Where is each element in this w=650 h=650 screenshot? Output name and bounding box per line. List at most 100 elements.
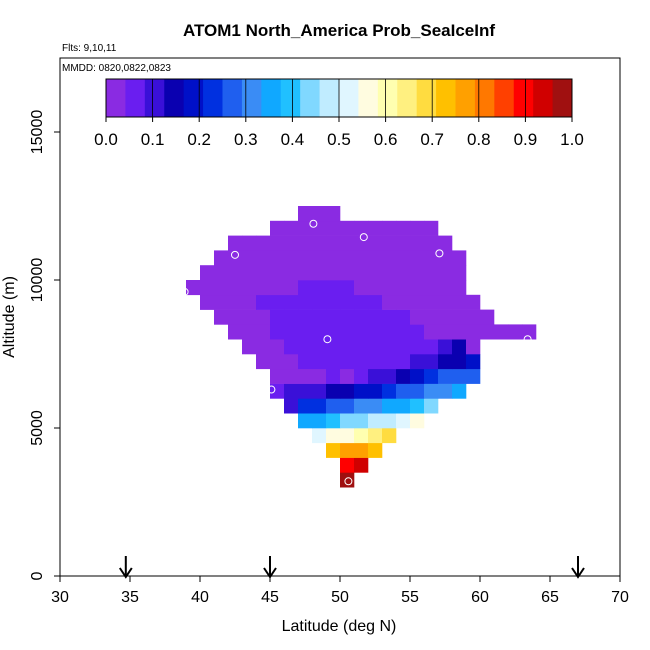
colorbar-swatch <box>358 79 379 117</box>
sample-point-marker <box>231 250 239 259</box>
heatmap-cell <box>424 220 439 236</box>
heatmap-cell <box>256 339 271 355</box>
heatmap-cell <box>368 265 383 281</box>
heatmap-cell <box>214 309 229 325</box>
heatmap-cell <box>368 398 383 414</box>
heatmap-cell <box>382 383 397 399</box>
heatmap-cell <box>284 294 299 310</box>
heatmap-cell <box>256 294 271 310</box>
heatmap-cell <box>410 220 425 236</box>
heatmap-cell <box>200 294 215 310</box>
heatmap-cell <box>340 383 355 399</box>
colorbar-swatch <box>222 79 243 117</box>
colorbar: 0.0 0.1 0.2 0.3 0.4 0.5 0.6 0.7 0.8 0.9 1.0 <box>94 78 584 149</box>
heatmap-cell <box>410 339 425 355</box>
heatmap-cell <box>382 354 397 370</box>
heatmap-cell <box>368 383 383 399</box>
heatmap-cell <box>508 324 523 340</box>
heatmap-cell <box>270 324 285 340</box>
heatmap-cell <box>242 294 257 310</box>
colorbar-swatch <box>319 79 340 117</box>
heatmap-cell <box>466 294 481 310</box>
heatmap-cell <box>424 354 439 370</box>
heatmap-cell <box>256 235 271 251</box>
colorbar-tick-label: 0.5 <box>327 130 351 149</box>
heatmap-cell <box>340 354 355 370</box>
heatmap-cell <box>396 368 411 384</box>
heatmap-cell <box>354 220 369 236</box>
heatmap-cell <box>228 294 243 310</box>
heatmap-cell <box>410 383 425 399</box>
heatmap-cell <box>382 220 397 236</box>
dates-note: MMDD: 0820,0822,0823 <box>62 63 171 74</box>
heatmap-cell <box>466 339 481 355</box>
heatmap-cell <box>340 398 355 414</box>
heatmap-cell <box>368 235 383 251</box>
heatmap-cell <box>410 309 425 325</box>
heatmap-cell <box>214 294 229 310</box>
heatmap-cell <box>298 383 313 399</box>
heatmap-cell <box>354 428 369 444</box>
heatmap-cell <box>326 294 341 310</box>
heatmap-cell <box>340 324 355 340</box>
heatmap-cell <box>312 280 327 296</box>
heatmap-cell <box>452 324 467 340</box>
heatmap-cell <box>256 324 271 340</box>
heatmap-cell <box>298 354 313 370</box>
heatmap-cell <box>228 309 243 325</box>
heatmap-cell <box>396 339 411 355</box>
colorbar-tick-label: 0.6 <box>374 130 398 149</box>
heatmap-cell <box>340 250 355 266</box>
heatmap-cell <box>354 324 369 340</box>
y-tick-label: 5000 <box>29 410 46 446</box>
heatmap-cell <box>368 309 383 325</box>
heatmap-cell <box>410 265 425 281</box>
heatmap-cell <box>270 339 285 355</box>
colorbar-swatch <box>455 79 476 117</box>
y-tick-label: 0 <box>29 571 46 580</box>
heatmap-cell <box>270 354 285 370</box>
heatmap-cell <box>466 324 481 340</box>
heatmap-cell <box>326 354 341 370</box>
heatmap-cell <box>382 265 397 281</box>
heatmap-cell <box>354 413 369 429</box>
heatmap-cell <box>242 235 257 251</box>
colorbar-swatch <box>144 79 165 117</box>
heatmap-cell <box>438 309 453 325</box>
heatmap-cell <box>270 368 285 384</box>
heatmap-cell <box>284 339 299 355</box>
colorbar-tick-label: 0.8 <box>467 130 491 149</box>
heatmap-cell <box>284 354 299 370</box>
heatmap-cell <box>452 383 467 399</box>
heatmap-cell <box>452 265 467 281</box>
heatmap-cell <box>494 324 509 340</box>
heatmap-cell <box>452 250 467 266</box>
heatmap-cell <box>298 235 313 251</box>
heatmap-cell <box>256 280 271 296</box>
heatmap-cell <box>298 250 313 266</box>
heatmap-cell <box>270 250 285 266</box>
colorbar-tick-label: 0.3 <box>234 130 258 149</box>
heatmap-cell <box>424 265 439 281</box>
heatmap-cell <box>312 428 327 444</box>
heatmap-cell <box>284 383 299 399</box>
heatmap-cell <box>410 294 425 310</box>
heatmap-cell <box>284 220 299 236</box>
x-tick-label: 30 <box>51 589 69 606</box>
heatmap-cell <box>326 206 341 222</box>
heatmap-cell <box>298 280 313 296</box>
heatmap-cell <box>438 383 453 399</box>
heatmap-cell <box>438 294 453 310</box>
heatmap-cell <box>382 280 397 296</box>
heatmap-cell <box>368 294 383 310</box>
heatmap-cell <box>270 235 285 251</box>
heatmap-cell <box>326 383 341 399</box>
heatmap-cell <box>284 280 299 296</box>
heatmap-cell <box>452 368 467 384</box>
heatmap-cell <box>354 339 369 355</box>
heatmap-cell <box>326 235 341 251</box>
heatmap-cell <box>354 280 369 296</box>
heatmap-cell <box>298 220 313 236</box>
heatmap-cell <box>354 294 369 310</box>
